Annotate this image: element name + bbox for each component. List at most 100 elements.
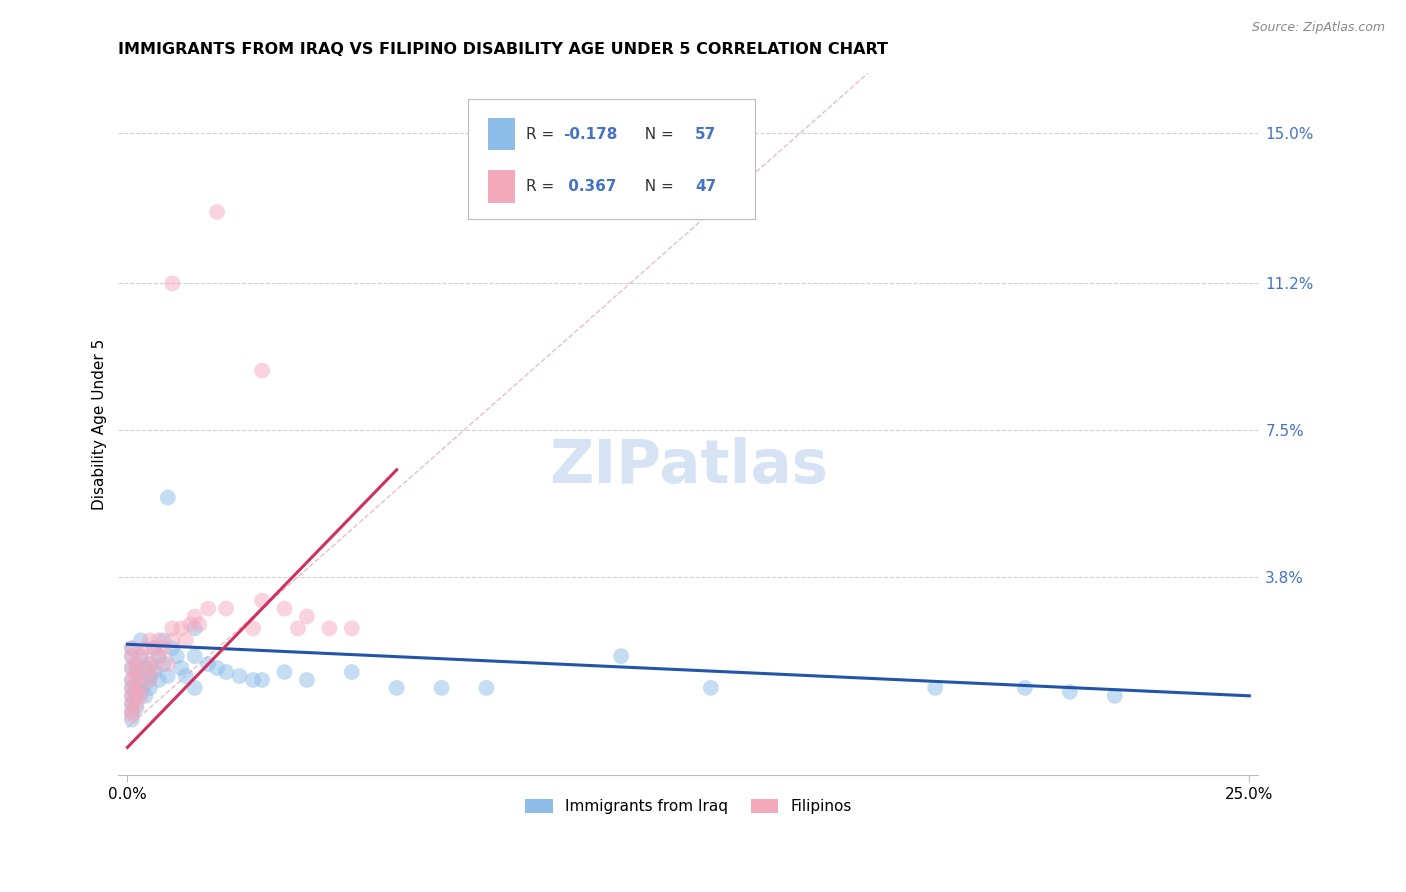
Point — [121, 697, 143, 711]
Point — [170, 661, 193, 675]
Point — [129, 649, 152, 664]
Point — [139, 673, 162, 687]
FancyBboxPatch shape — [488, 170, 515, 202]
Point — [1014, 681, 1036, 695]
Point — [129, 649, 152, 664]
Point — [121, 713, 143, 727]
FancyBboxPatch shape — [488, 118, 515, 151]
Point — [121, 661, 143, 675]
Point — [121, 641, 143, 656]
Point — [318, 621, 340, 635]
Point — [148, 649, 170, 664]
Point — [129, 685, 152, 699]
Point — [205, 661, 228, 675]
Point — [125, 700, 148, 714]
Point — [143, 641, 166, 656]
Point — [125, 685, 148, 699]
Text: 57: 57 — [695, 127, 717, 142]
Text: IMMIGRANTS FROM IRAQ VS FILIPINO DISABILITY AGE UNDER 5 CORRELATION CHART: IMMIGRANTS FROM IRAQ VS FILIPINO DISABIL… — [118, 42, 889, 57]
Point — [125, 689, 148, 703]
Legend: Immigrants from Iraq, Filipinos: Immigrants from Iraq, Filipinos — [519, 793, 858, 820]
Point — [162, 633, 184, 648]
Point — [295, 673, 318, 687]
Point — [228, 669, 250, 683]
Point — [143, 661, 166, 675]
Point — [273, 601, 295, 615]
Point — [700, 681, 723, 695]
Point — [134, 641, 156, 656]
Point — [134, 661, 156, 675]
Point — [139, 657, 162, 672]
Point — [121, 649, 143, 664]
Point — [121, 697, 143, 711]
Point — [156, 657, 179, 672]
Y-axis label: Disability Age Under 5: Disability Age Under 5 — [93, 339, 107, 510]
Point — [121, 708, 143, 723]
Point — [121, 673, 143, 687]
Point — [125, 665, 148, 679]
Point — [121, 705, 143, 719]
Point — [174, 633, 197, 648]
Point — [273, 665, 295, 679]
Point — [215, 601, 238, 615]
Point — [1059, 685, 1081, 699]
Point — [148, 673, 170, 687]
Text: N =: N = — [634, 127, 678, 142]
Point — [1104, 689, 1126, 703]
Point — [184, 649, 207, 664]
Point — [139, 657, 162, 672]
Point — [250, 673, 273, 687]
Point — [197, 601, 219, 615]
Point — [125, 657, 148, 672]
Point — [287, 621, 309, 635]
Point — [129, 633, 152, 648]
Point — [134, 677, 156, 691]
Point — [475, 681, 498, 695]
Point — [610, 649, 633, 664]
Point — [197, 657, 219, 672]
Point — [121, 681, 143, 695]
Text: N =: N = — [634, 179, 678, 194]
Point — [134, 665, 156, 679]
Point — [121, 689, 143, 703]
Point — [340, 665, 363, 679]
Point — [184, 681, 207, 695]
Text: 0.367: 0.367 — [562, 179, 616, 194]
Point — [156, 491, 179, 505]
Point — [295, 609, 318, 624]
Point — [162, 641, 184, 656]
Point — [250, 593, 273, 607]
Text: -0.178: -0.178 — [562, 127, 617, 142]
Text: R =: R = — [526, 127, 560, 142]
Point — [430, 681, 453, 695]
Point — [250, 364, 273, 378]
Point — [121, 641, 143, 656]
Point — [179, 617, 201, 632]
Point — [184, 609, 207, 624]
Point — [170, 621, 193, 635]
Point — [129, 673, 152, 687]
Point — [152, 641, 174, 656]
Point — [184, 621, 207, 635]
Point — [148, 649, 170, 664]
Point — [125, 697, 148, 711]
Point — [152, 657, 174, 672]
Point — [148, 633, 170, 648]
FancyBboxPatch shape — [468, 99, 755, 219]
Point — [143, 665, 166, 679]
Point — [205, 205, 228, 219]
Point — [156, 669, 179, 683]
Point — [385, 681, 408, 695]
Point — [139, 633, 162, 648]
Point — [121, 689, 143, 703]
Point — [121, 673, 143, 687]
Point — [125, 673, 148, 687]
Point — [188, 617, 211, 632]
Point — [242, 673, 264, 687]
Text: 47: 47 — [695, 179, 717, 194]
Point — [162, 277, 184, 291]
Text: R =: R = — [526, 179, 560, 194]
Point — [143, 641, 166, 656]
Point — [174, 669, 197, 683]
Point — [129, 689, 152, 703]
